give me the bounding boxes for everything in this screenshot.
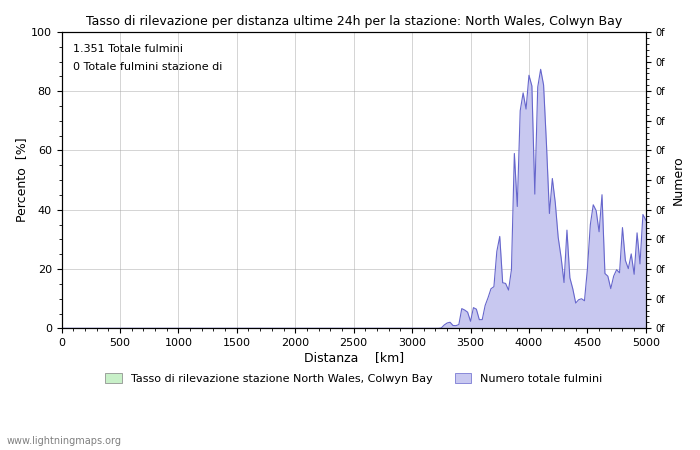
Y-axis label: Numero: Numero: [672, 155, 685, 205]
Text: 0 Totale fulmini stazione di: 0 Totale fulmini stazione di: [74, 62, 223, 72]
Legend: Tasso di rilevazione stazione North Wales, Colwyn Bay, Numero totale fulmini: Tasso di rilevazione stazione North Wale…: [101, 368, 607, 388]
Text: 1.351 Totale fulmini: 1.351 Totale fulmini: [74, 44, 183, 54]
X-axis label: Distanza  [km]: Distanza [km]: [304, 351, 404, 364]
Title: Tasso di rilevazione per distanza ultime 24h per la stazione: North Wales, Colwy: Tasso di rilevazione per distanza ultime…: [85, 15, 622, 28]
Y-axis label: Percento  [%]: Percento [%]: [15, 138, 28, 222]
Text: www.lightningmaps.org: www.lightningmaps.org: [7, 436, 122, 446]
